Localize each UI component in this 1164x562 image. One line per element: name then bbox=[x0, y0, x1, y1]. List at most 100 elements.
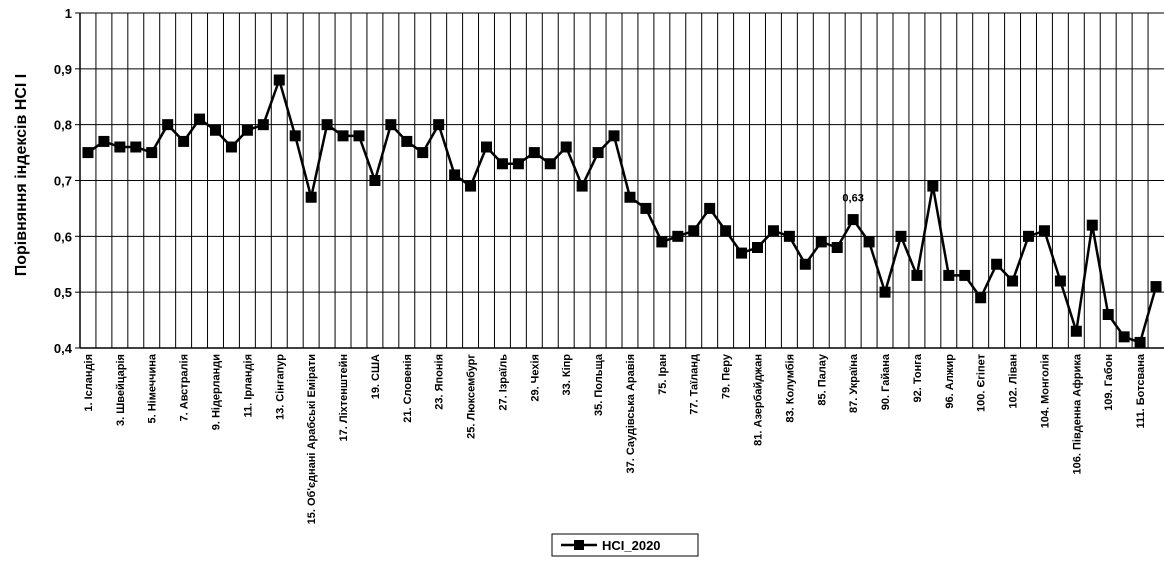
data-point-marker bbox=[194, 113, 206, 125]
x-tick-label: 77. Таїланд bbox=[689, 354, 701, 415]
data-point-marker bbox=[401, 135, 413, 147]
data-point-marker bbox=[1086, 219, 1098, 231]
x-tick-label: 79. Перу bbox=[721, 353, 733, 399]
data-point-marker bbox=[720, 225, 732, 237]
data-point-marker bbox=[895, 230, 907, 242]
x-tick-label: 23. Японія bbox=[434, 354, 446, 410]
x-tick-label: 111. Ботсвана bbox=[1135, 353, 1147, 428]
data-point-marker bbox=[146, 147, 158, 159]
data-point-marker bbox=[624, 191, 636, 203]
x-tick-label: 35. Польща bbox=[593, 353, 605, 416]
data-point-marker bbox=[465, 180, 477, 192]
y-axis-title: Порівняння індексів HCI I bbox=[13, 74, 30, 276]
data-point-marker bbox=[847, 214, 859, 226]
data-point-marker bbox=[481, 141, 492, 153]
y-tick-label: 0,7 bbox=[54, 174, 72, 189]
x-tick-label: 11. Ірландія bbox=[242, 354, 254, 417]
data-point-marker bbox=[337, 130, 349, 142]
data-point-marker bbox=[672, 230, 684, 242]
data-point-marker bbox=[417, 147, 429, 159]
data-point-marker bbox=[863, 236, 875, 248]
data-point-marker bbox=[592, 147, 604, 159]
x-tick-label: 3. Швейцарія bbox=[115, 354, 127, 426]
data-point-marker bbox=[1102, 309, 1114, 320]
x-tick-label: 75. Іран bbox=[657, 354, 669, 395]
x-tick-label: 1. Ісландія bbox=[83, 354, 95, 412]
data-point-marker bbox=[496, 158, 508, 170]
data-point-marker bbox=[369, 175, 381, 186]
data-point-marker bbox=[114, 141, 126, 153]
data-point-marker bbox=[98, 135, 110, 147]
x-tick-label: 87. Україна bbox=[848, 353, 860, 413]
data-point-marker bbox=[82, 147, 94, 159]
data-point-marker bbox=[225, 141, 237, 153]
data-point-marker bbox=[560, 141, 572, 153]
x-tick-label: 29. Чехія bbox=[529, 354, 541, 402]
data-point-marker bbox=[831, 242, 843, 253]
data-point-marker bbox=[576, 180, 588, 192]
x-tick-label: 106. Південна Африка bbox=[1071, 353, 1083, 474]
data-point-marker bbox=[959, 269, 971, 281]
data-point-marker bbox=[210, 124, 221, 136]
y-tick-label: 0,4 bbox=[54, 341, 73, 356]
y-tick-label: 0,5 bbox=[54, 285, 72, 300]
data-point-marker bbox=[1134, 336, 1146, 348]
x-tick-label: 100. Єгіпет bbox=[976, 353, 988, 412]
x-tick-label: 85. Палау bbox=[816, 353, 828, 405]
data-point-marker bbox=[162, 119, 174, 131]
data-point-marker bbox=[385, 119, 397, 131]
x-tick-label: 17. Ліхтенштейн bbox=[338, 354, 350, 441]
data-point-marker bbox=[1023, 230, 1034, 242]
data-point-marker bbox=[1118, 331, 1130, 343]
data-point-marker bbox=[927, 180, 939, 192]
data-labels: 0,63 bbox=[842, 193, 863, 205]
data-point-marker bbox=[353, 130, 365, 142]
y-tick-label: 0,8 bbox=[54, 118, 72, 133]
x-tick-label: 13. Сінгапур bbox=[274, 354, 286, 420]
x-tick-label: 25. Люксембург bbox=[466, 354, 478, 439]
data-point-marker bbox=[783, 230, 795, 242]
data-point-marker bbox=[911, 269, 923, 281]
data-point-marker bbox=[178, 135, 190, 147]
x-tick-label: 102. Ліван bbox=[1008, 354, 1020, 409]
data-point-marker bbox=[1054, 275, 1066, 287]
data-point-marker bbox=[608, 130, 620, 142]
x-tick-label: 9. Нідерланди bbox=[211, 354, 223, 430]
y-tick-label: 0,9 bbox=[54, 62, 72, 77]
data-point-marker bbox=[656, 236, 668, 248]
data-point-marker bbox=[799, 258, 811, 270]
data-point-marker bbox=[640, 202, 652, 214]
data-point-marker bbox=[943, 269, 955, 281]
legend-label: HCI_2020 bbox=[602, 538, 661, 553]
x-tick-label: 7. Австралія bbox=[179, 354, 191, 421]
data-point-marker bbox=[512, 158, 524, 170]
legend: HCI_2020 bbox=[551, 533, 699, 557]
data-point-marker bbox=[704, 202, 716, 214]
x-tick-label: 19. США bbox=[370, 354, 382, 399]
x-tick-label: 81. Азербайджан bbox=[753, 354, 765, 446]
x-tick-label: 92. Тонга bbox=[912, 353, 924, 402]
data-point-marker bbox=[688, 225, 700, 237]
data-point-marker bbox=[991, 258, 1003, 270]
data-point-marker bbox=[289, 130, 301, 142]
data-point-marker bbox=[975, 292, 987, 304]
y-tick-labels: 0,4 0,5 0,6 0,7 0,8 0,9 1 bbox=[54, 6, 73, 356]
data-point-marker bbox=[1038, 225, 1050, 237]
x-tick-label: 83. Колумбія bbox=[784, 354, 796, 423]
x-tick-label: 109. Габон bbox=[1103, 354, 1115, 411]
data-point-marker bbox=[130, 141, 142, 153]
x-tick-label: 5. Німеччина bbox=[147, 353, 159, 423]
x-tick-label: 27. Ізраїль bbox=[497, 354, 509, 411]
x-tick-label: 33. Кіпр bbox=[561, 354, 573, 396]
data-point-marker bbox=[449, 169, 461, 181]
y-tick-label: 1 bbox=[65, 6, 72, 21]
data-point-marker bbox=[241, 124, 253, 136]
data-point-marker bbox=[321, 119, 333, 131]
series-hci-2020 bbox=[82, 74, 1162, 348]
data-point-marker bbox=[305, 191, 317, 203]
data-label: 0,63 bbox=[842, 193, 863, 205]
data-point-marker bbox=[767, 225, 779, 237]
data-point-marker bbox=[736, 247, 748, 259]
data-point-marker bbox=[1150, 281, 1162, 293]
x-tick-label: 96. Алжир bbox=[944, 354, 956, 409]
